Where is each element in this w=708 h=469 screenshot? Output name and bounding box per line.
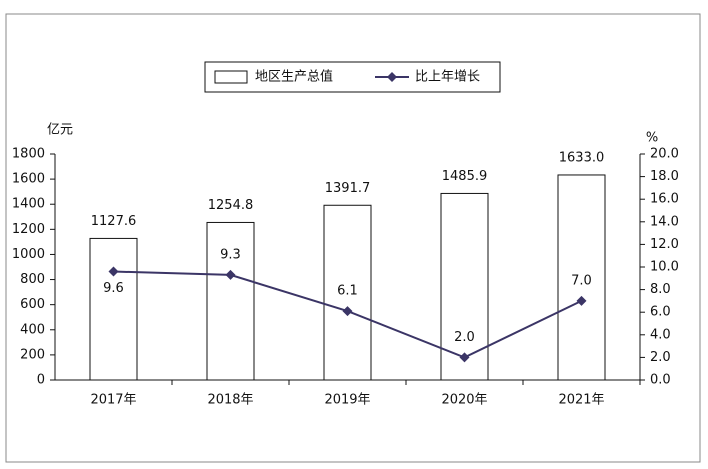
bar-value-label: 1127.6 — [91, 214, 137, 229]
legend-box — [204, 61, 501, 93]
x-tick-label: 2019年 — [324, 393, 370, 408]
line-marker — [459, 352, 470, 363]
y-tick-label: 800 — [20, 272, 45, 287]
y2-tick-label: 0.0 — [650, 373, 671, 388]
y-tick-label: 1800 — [12, 147, 45, 162]
y-tick-label: 1200 — [12, 222, 45, 237]
chart-frame — [5, 13, 701, 463]
bar-value-label: 1485.9 — [442, 169, 488, 184]
y2-axis-label: % — [646, 131, 658, 146]
y2-tick-label: 4.0 — [650, 327, 671, 342]
bar — [89, 237, 138, 381]
y-tick-label: 1400 — [12, 197, 45, 212]
y2-tick-label: 14.0 — [650, 214, 679, 229]
x-tick-label: 2018年 — [207, 393, 253, 408]
line-marker — [576, 295, 587, 306]
legend-label: 地区生产总值 — [255, 69, 333, 85]
bar — [323, 204, 372, 381]
line-marker — [225, 269, 236, 280]
legend-swatch — [214, 70, 248, 84]
y2-tick-label: 8.0 — [650, 282, 671, 297]
y2-tick-label: 12.0 — [650, 237, 679, 252]
bar-value-label: 1254.8 — [208, 198, 254, 213]
y-tick-label: 400 — [20, 322, 45, 337]
y2-tick-label: 2.0 — [650, 350, 671, 365]
line-value-label: 6.1 — [337, 284, 358, 299]
legend-marker — [387, 72, 397, 82]
y2-tick-label: 18.0 — [650, 169, 679, 184]
x-tick-label: 2020年 — [441, 393, 487, 408]
line-value-label: 7.0 — [571, 273, 592, 288]
bar — [440, 192, 489, 381]
y-tick-label: 1600 — [12, 172, 45, 187]
y2-tick-label: 20.0 — [650, 147, 679, 162]
bar — [206, 221, 255, 381]
bar — [557, 174, 606, 381]
legend-label: 比上年增长 — [415, 70, 480, 85]
bar-value-label: 1391.7 — [325, 181, 371, 196]
line-value-label: 2.0 — [454, 330, 475, 345]
y-tick-label: 600 — [20, 297, 45, 312]
y-axis-label: 亿元 — [47, 123, 73, 138]
y2-tick-label: 10.0 — [650, 260, 679, 275]
line-marker — [108, 266, 119, 277]
x-tick-label: 2021年 — [558, 393, 604, 408]
y-tick-label: 1000 — [12, 247, 45, 262]
bar-value-label: 1633.0 — [559, 150, 605, 165]
x-tick-label: 2017年 — [90, 393, 136, 408]
y-tick-label: 200 — [20, 347, 45, 362]
line-marker — [342, 306, 353, 317]
line-value-label: 9.3 — [220, 247, 241, 262]
y2-tick-label: 6.0 — [650, 305, 671, 320]
line-value-label: 9.6 — [103, 281, 124, 296]
y2-tick-label: 16.0 — [650, 192, 679, 207]
y-tick-label: 0 — [37, 373, 45, 388]
